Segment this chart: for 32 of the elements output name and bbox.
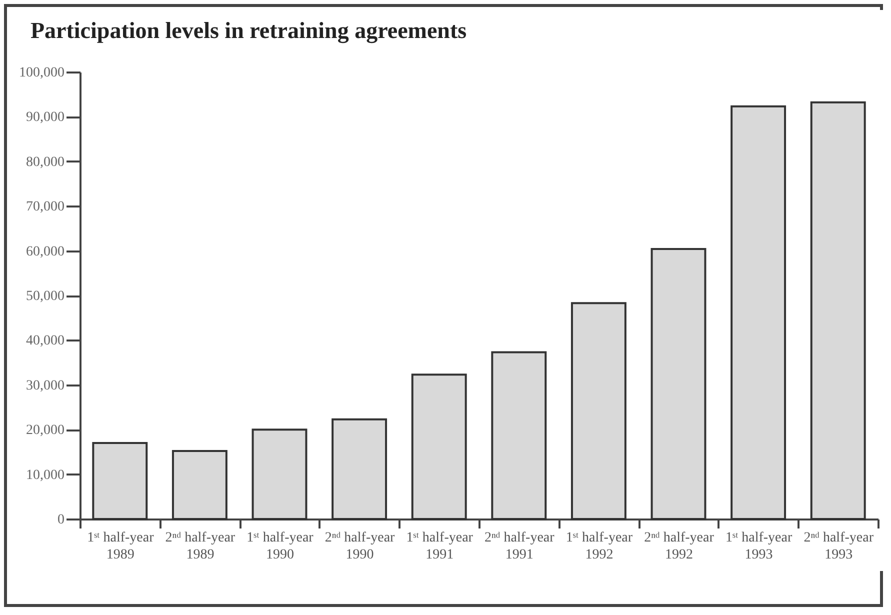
x-tick-label: 2ⁿᵈ half-year 1993 bbox=[804, 530, 874, 562]
y-tick-label: 0 bbox=[58, 512, 64, 528]
y-tick-label: 70,000 bbox=[26, 200, 64, 215]
x-tick-label: 1ˢᵗ half-year 1992 bbox=[566, 530, 633, 562]
bar bbox=[491, 351, 547, 520]
x-tick-label: 2ⁿᵈ half-year 1992 bbox=[644, 530, 714, 562]
bar bbox=[650, 248, 706, 520]
y-tick-label: 10,000 bbox=[26, 468, 64, 483]
y-tick-label: 40,000 bbox=[26, 334, 64, 349]
bar bbox=[252, 428, 308, 520]
x-tick-label: 2ⁿᵈ half-year 1990 bbox=[324, 530, 396, 562]
y-tick-label: 80,000 bbox=[26, 154, 64, 170]
y-tick-label: 100,000 bbox=[19, 66, 64, 80]
x-tick-label: 2ⁿᵈ half-year 1989 bbox=[165, 530, 236, 562]
x-tick-label: 1ˢᵗ half-year 1989 bbox=[87, 530, 154, 562]
bar bbox=[730, 105, 786, 520]
x-tick-label: 1ˢᵗ half-year 1990 bbox=[246, 530, 314, 562]
bar bbox=[810, 101, 866, 520]
bar bbox=[570, 302, 626, 520]
x-tick-label: 1ˢᵗ half-year 1993 bbox=[725, 530, 792, 562]
bar bbox=[172, 450, 228, 520]
y-tick-label: 20,000 bbox=[26, 423, 64, 438]
y-tick-label: 90,000 bbox=[26, 110, 64, 126]
x-tick-label: 2ⁿᵈ half-year 1991 bbox=[484, 530, 555, 562]
y-tick-label: 30,000 bbox=[26, 378, 64, 394]
y-tick-label: 50,000 bbox=[26, 289, 64, 304]
x-tick-label: 1ˢᵗ half-year 1991 bbox=[406, 530, 474, 562]
bar bbox=[332, 418, 388, 520]
bar bbox=[411, 374, 467, 520]
chart-title: Participation levels in retraining agreements bbox=[30, 18, 467, 44]
y-tick-label: 60,000 bbox=[26, 244, 64, 260]
bar bbox=[92, 442, 148, 520]
